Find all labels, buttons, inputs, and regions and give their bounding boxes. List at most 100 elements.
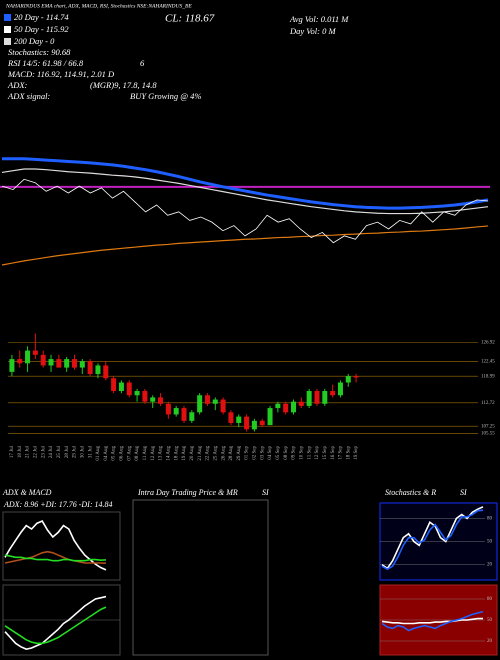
info-adx-signal-value: BUY Growing @ 4% (130, 91, 202, 101)
candle-body (291, 401, 297, 413)
x-tick-label: 06 Aug (120, 446, 125, 461)
y-tick-label: 118.99 (481, 374, 495, 379)
header: NAHARINDUS EMA chart, ADX, MACD, RSI, St… (5, 3, 192, 9)
candle-body (353, 376, 359, 378)
candle-body (158, 397, 164, 404)
x-tick-label: 01 Sep (245, 446, 250, 460)
x-tick-label: 23 Jul (41, 445, 46, 458)
indicator-line (4, 520, 107, 571)
candle-body (71, 359, 77, 368)
candle-body (32, 350, 38, 355)
y-tick-label: 126.92 (481, 341, 495, 346)
close-price: CL: 118.67 (165, 13, 215, 25)
candle-body (314, 391, 320, 404)
candle-body (275, 403, 281, 409)
x-tick-label: 19 Aug (182, 446, 187, 461)
info-ma200: 200 Day - 0 (14, 36, 55, 46)
candle-body (259, 420, 265, 426)
candle-body (244, 416, 250, 430)
candle-body (228, 412, 234, 423)
indicator-line (381, 506, 484, 570)
info-adx-signal: ADX signal: (7, 91, 50, 101)
x-tick-label: 11 Aug (143, 446, 148, 461)
candle-body (142, 391, 148, 402)
price-line (1, 178, 489, 244)
x-tick-label: 16 Sep (331, 446, 336, 460)
panel-title: SI (460, 488, 467, 497)
indicator-line (381, 617, 483, 625)
candle-body (204, 395, 210, 404)
candle-body (322, 391, 328, 404)
avg-volume: Avg Vol: 0.011 M (289, 14, 349, 24)
x-tick-label: 19 Sep (354, 446, 359, 460)
x-tick-label: 22 Aug (206, 446, 211, 461)
x-tick-label: 17 Jul (10, 445, 15, 458)
info-ma50: 50 Day - 115.92 (14, 24, 69, 34)
panel-title: ADX & MACD (2, 488, 52, 497)
panel-subtitle: ADX: 8.96 +DI: 17.76 -DI: 14.84 (3, 500, 113, 509)
y-tick-label: 50 (487, 540, 493, 545)
x-tick-label: 07 Aug (127, 446, 132, 461)
candle-body (95, 365, 101, 374)
x-tick-label: 03 Sep (260, 446, 265, 460)
x-tick-label: 09 Sep (292, 446, 297, 460)
x-tick-label: 25 Aug (213, 446, 218, 461)
candle-body (79, 361, 85, 368)
indicator-line (381, 610, 484, 632)
x-tick-label: 29 Jul (73, 445, 78, 458)
indicator-line (4, 595, 107, 651)
legend-swatch (4, 14, 11, 21)
candle-body (181, 408, 187, 421)
candle-body (267, 408, 273, 426)
candle-body (118, 382, 124, 392)
x-tick-label: 30 Jul (80, 445, 85, 458)
candle-body (236, 416, 242, 423)
candle-body (48, 359, 54, 366)
candle-body (64, 359, 70, 368)
info-ma20: 20 Day - 114.74 (14, 12, 69, 22)
candle-body (165, 403, 171, 415)
legend-swatch (4, 38, 11, 45)
x-tick-label: 21 Aug (198, 446, 203, 461)
x-tick-label: 22 Jul (34, 445, 39, 458)
candle-body (150, 397, 156, 402)
candle-body (283, 403, 289, 413)
panel-title: SI (262, 488, 269, 497)
y-tick-label: 107.25 (481, 424, 495, 429)
info-adx-values: (MGR)9, 17.8, 14.8 (90, 80, 157, 90)
x-tick-label: 29 Aug (237, 446, 242, 461)
x-tick-label: 18 Aug (174, 446, 179, 461)
x-tick-label: 12 Aug (151, 446, 156, 461)
x-tick-label: 08 Aug (135, 446, 140, 461)
panel-title: Intra Day Trading Price & MR (137, 488, 238, 497)
x-tick-label: 21 Jul (26, 445, 31, 458)
legend-swatch (4, 26, 11, 33)
x-tick-label: 24 Jul (49, 445, 54, 458)
panel (2, 511, 121, 581)
indicator-line (4, 554, 107, 562)
info-stoch: Stochastics: 90.68 (8, 47, 71, 57)
y-tick-label: 80 (487, 597, 493, 602)
y-tick-label: 105.55 (481, 432, 495, 437)
x-tick-label: 17 Sep (339, 446, 344, 460)
info-macd: MACD: 116.92, 114.91, 2.01 D (7, 69, 115, 79)
candle-body (134, 391, 140, 396)
x-tick-label: 18 Sep (346, 446, 351, 460)
moving-average (2, 157, 489, 210)
candle-body (173, 408, 179, 415)
candle-body (345, 376, 351, 383)
candle-body (189, 412, 195, 421)
candle-body (197, 395, 203, 413)
x-tick-label: 14 Aug (166, 446, 171, 461)
x-tick-label: 20 Aug (190, 446, 195, 461)
candle-body (220, 399, 226, 413)
x-tick-label: 04 Sep (268, 446, 273, 460)
candle-body (126, 382, 132, 396)
candle-body (251, 420, 257, 430)
x-tick-label: 11 Sep (307, 446, 312, 460)
x-tick-label: 08 Sep (284, 446, 289, 460)
candle-body (306, 391, 312, 406)
x-tick-label: 18 Jul (18, 445, 23, 458)
indicator-line (4, 606, 107, 645)
